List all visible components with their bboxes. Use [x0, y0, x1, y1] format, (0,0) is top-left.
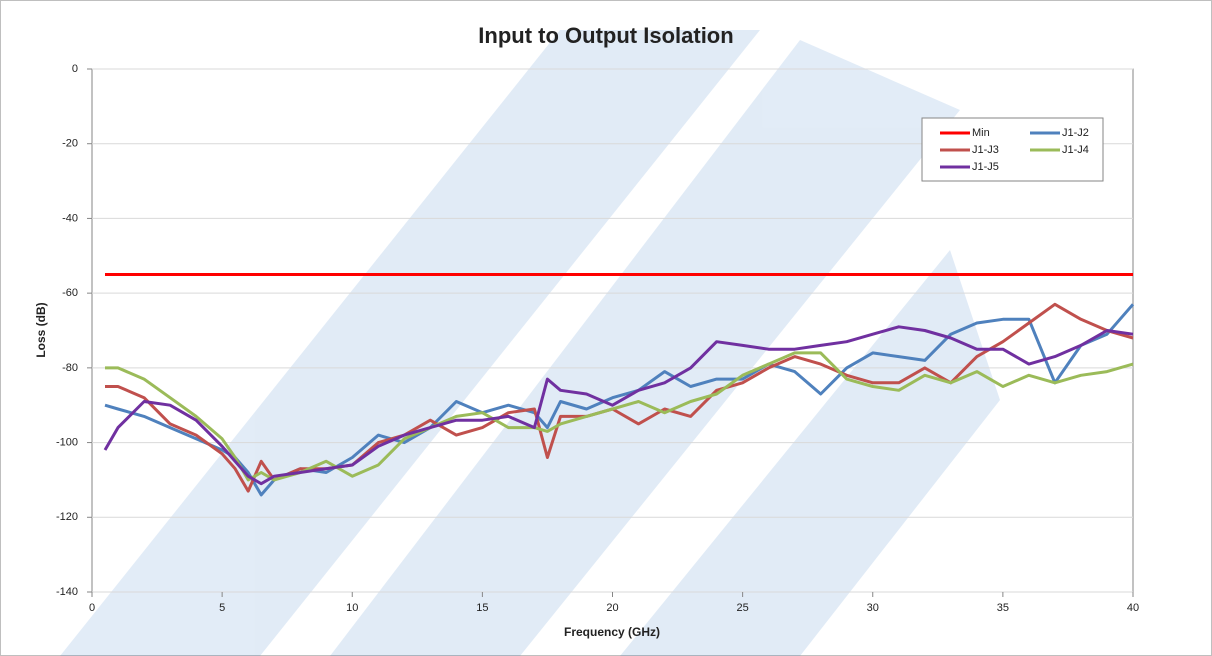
y-tick-label: -80: [62, 362, 78, 374]
y-tick-label: -140: [56, 586, 78, 598]
watermark-stripe: [60, 30, 760, 656]
y-axis-title: Loss (dB): [34, 302, 48, 357]
y-tick-label: 0: [72, 63, 78, 75]
x-tick-label: 25: [737, 602, 749, 614]
watermark-stripe: [330, 40, 960, 656]
x-tick-label: 20: [606, 602, 618, 614]
y-tick-label: -20: [62, 138, 78, 150]
watermark-stripe: [620, 250, 1000, 656]
y-tick-label: -40: [62, 212, 78, 224]
y-tick-label: -120: [56, 511, 78, 523]
chart-title: Input to Output Isolation: [478, 23, 733, 48]
x-axis-title: Frequency (GHz): [564, 625, 660, 639]
x-tick-label: 40: [1127, 602, 1139, 614]
legend-label: J1-J3: [972, 144, 999, 156]
x-tick-label: 15: [476, 602, 488, 614]
x-tick-label: 5: [219, 602, 225, 614]
legend-label: J1-J2: [1062, 127, 1089, 139]
legend-label: Min: [972, 127, 990, 139]
series-line: [103, 325, 1134, 486]
x-tick-label: 35: [997, 602, 1009, 614]
y-tick-label: -100: [56, 436, 78, 448]
x-tick-label: 30: [867, 602, 879, 614]
legend-label: J1-J4: [1062, 144, 1089, 156]
legend-label: J1-J5: [972, 161, 999, 173]
x-tick-label: 0: [89, 602, 95, 614]
watermark: [60, 30, 1000, 656]
x-tick-label: 10: [346, 602, 358, 614]
y-tick-label: -60: [62, 287, 78, 299]
